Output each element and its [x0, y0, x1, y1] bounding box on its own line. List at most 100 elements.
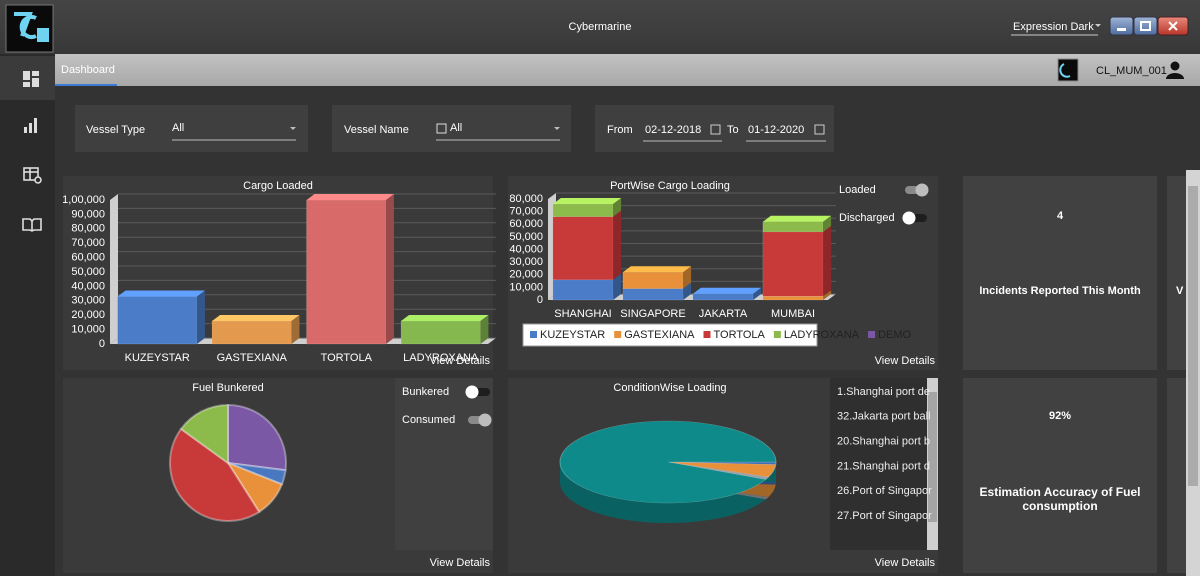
view-details[interactable]: View Details — [430, 355, 491, 367]
bar — [762, 221, 824, 233]
filter-vessel-type — [75, 105, 308, 152]
from-calendar-icon[interactable] — [710, 124, 721, 135]
y-tick-label: 70,000 — [71, 237, 105, 249]
condition-list — [830, 378, 938, 550]
y-tick-label: 0 — [537, 294, 543, 306]
bar — [762, 231, 824, 297]
list-item: 21.Shanghai port d — [837, 460, 930, 472]
kpi-label-partial: V — [1176, 285, 1184, 297]
theme-selector[interactable]: Expression Dark — [1013, 21, 1094, 33]
pie-top — [559, 420, 777, 504]
x-tick-label: SHANGHAI — [554, 308, 611, 320]
x-tick-label: JAKARTA — [699, 308, 748, 320]
bar — [552, 203, 614, 217]
avatar-mark — [1059, 63, 1071, 78]
nav-book-icon[interactable] — [22, 218, 42, 232]
minimize-button[interactable] — [1109, 16, 1134, 36]
fuel-toggle-area — [395, 378, 493, 550]
chart-title: PortWise Cargo Loading — [610, 180, 730, 192]
vessel-name-arrow[interactable] — [554, 127, 560, 130]
vessel-type-arrow[interactable] — [290, 127, 296, 130]
nav-reports-icon[interactable] — [24, 118, 37, 133]
legend-box — [522, 323, 818, 347]
y-tick-label: 40,000 — [509, 243, 543, 255]
tab-bar — [55, 54, 1200, 86]
bar-side — [823, 225, 832, 297]
x-tick-label: LADYROXANA — [403, 352, 479, 364]
nav-dashboard-icon[interactable] — [23, 71, 39, 87]
bar-side — [823, 290, 832, 300]
legend-swatch — [703, 331, 711, 338]
pie-slice — [559, 420, 777, 504]
toggle-label: Bunkered — [402, 386, 449, 398]
theme-arrow — [1095, 24, 1101, 27]
bar-side — [613, 273, 622, 300]
legend-label: DEMO — [878, 329, 911, 341]
toggle-label: Loaded — [839, 184, 876, 196]
bar-top — [692, 287, 762, 294]
pie-slice — [667, 461, 777, 465]
kpi-card-incidents — [963, 176, 1157, 370]
restore-button[interactable] — [1133, 16, 1158, 36]
bar — [762, 295, 824, 301]
vessel-name-value[interactable]: All — [450, 122, 462, 134]
bar-side — [291, 314, 300, 344]
app-title: Cybermarine — [569, 21, 632, 33]
logo-mark — [14, 12, 37, 39]
y-tick-label: 50,000 — [509, 231, 543, 243]
bar — [211, 320, 292, 345]
bar — [117, 296, 198, 345]
from-date[interactable]: 02-12-2018 — [645, 124, 701, 136]
title-bar — [0, 0, 1200, 54]
to-calendar-icon[interactable] — [814, 124, 825, 135]
x-tick-label: SINGAPORE — [620, 308, 685, 320]
view-details[interactable]: View Details — [430, 557, 491, 569]
y-tick-label: 60,000 — [509, 218, 543, 230]
kpi-card-partial-2 — [1167, 378, 1187, 573]
view-details[interactable]: View Details — [875, 355, 936, 367]
toggle-knob — [465, 385, 479, 399]
bar-top — [117, 290, 205, 297]
kpi-label-box: Estimation Accuracy of Fuel consumption — [980, 485, 1141, 513]
bar-side — [613, 210, 622, 280]
legend-swatch — [868, 331, 876, 338]
bar-top — [622, 266, 692, 273]
bar-side — [823, 215, 832, 232]
legend-swatch — [773, 331, 781, 338]
nav-table-icon[interactable] — [23, 167, 42, 184]
bar-side — [480, 314, 489, 344]
y-tick-label: 10,000 — [509, 281, 543, 293]
vessel-name-checkbox[interactable] — [436, 123, 447, 134]
vessel-type-value[interactable]: All — [172, 122, 184, 134]
filter-vessel-name — [332, 105, 571, 152]
chart-title: ConditionWise Loading — [613, 382, 726, 394]
to-date[interactable]: 01-12-2020 — [748, 124, 804, 136]
list-scroll-thumb[interactable] — [928, 392, 937, 522]
bar-top — [552, 198, 622, 205]
kpi-value: 92% — [1049, 410, 1071, 422]
y-tick-label: 0 — [99, 338, 105, 350]
kpi-value: 4 — [1057, 210, 1064, 222]
pie-slice — [227, 403, 287, 472]
x-tick-label: TORTOLA — [321, 352, 373, 364]
bar-side — [753, 287, 762, 300]
y-tick-label: 80,000 — [509, 193, 543, 205]
view-details[interactable]: View Details — [875, 557, 936, 569]
bar — [552, 216, 614, 281]
legend-label: KUZEYSTAR — [540, 329, 605, 341]
pie-slice — [667, 461, 770, 480]
restore-icon — [1140, 21, 1151, 31]
y-tick-label: 20,000 — [509, 269, 543, 281]
kpi-label: Incidents Reported This Month — [979, 285, 1141, 297]
tab-dashboard[interactable]: Dashboard — [61, 64, 115, 76]
y-tick-label: 40,000 — [71, 280, 105, 292]
legend-swatch — [530, 331, 537, 338]
page-scroll-thumb[interactable] — [1188, 186, 1198, 486]
bar-side — [196, 290, 205, 344]
y-tick-label: 90,000 — [71, 208, 105, 220]
bar-side — [683, 282, 692, 300]
user-icon[interactable] — [1166, 61, 1184, 80]
y-tick-label: 80,000 — [71, 223, 105, 235]
